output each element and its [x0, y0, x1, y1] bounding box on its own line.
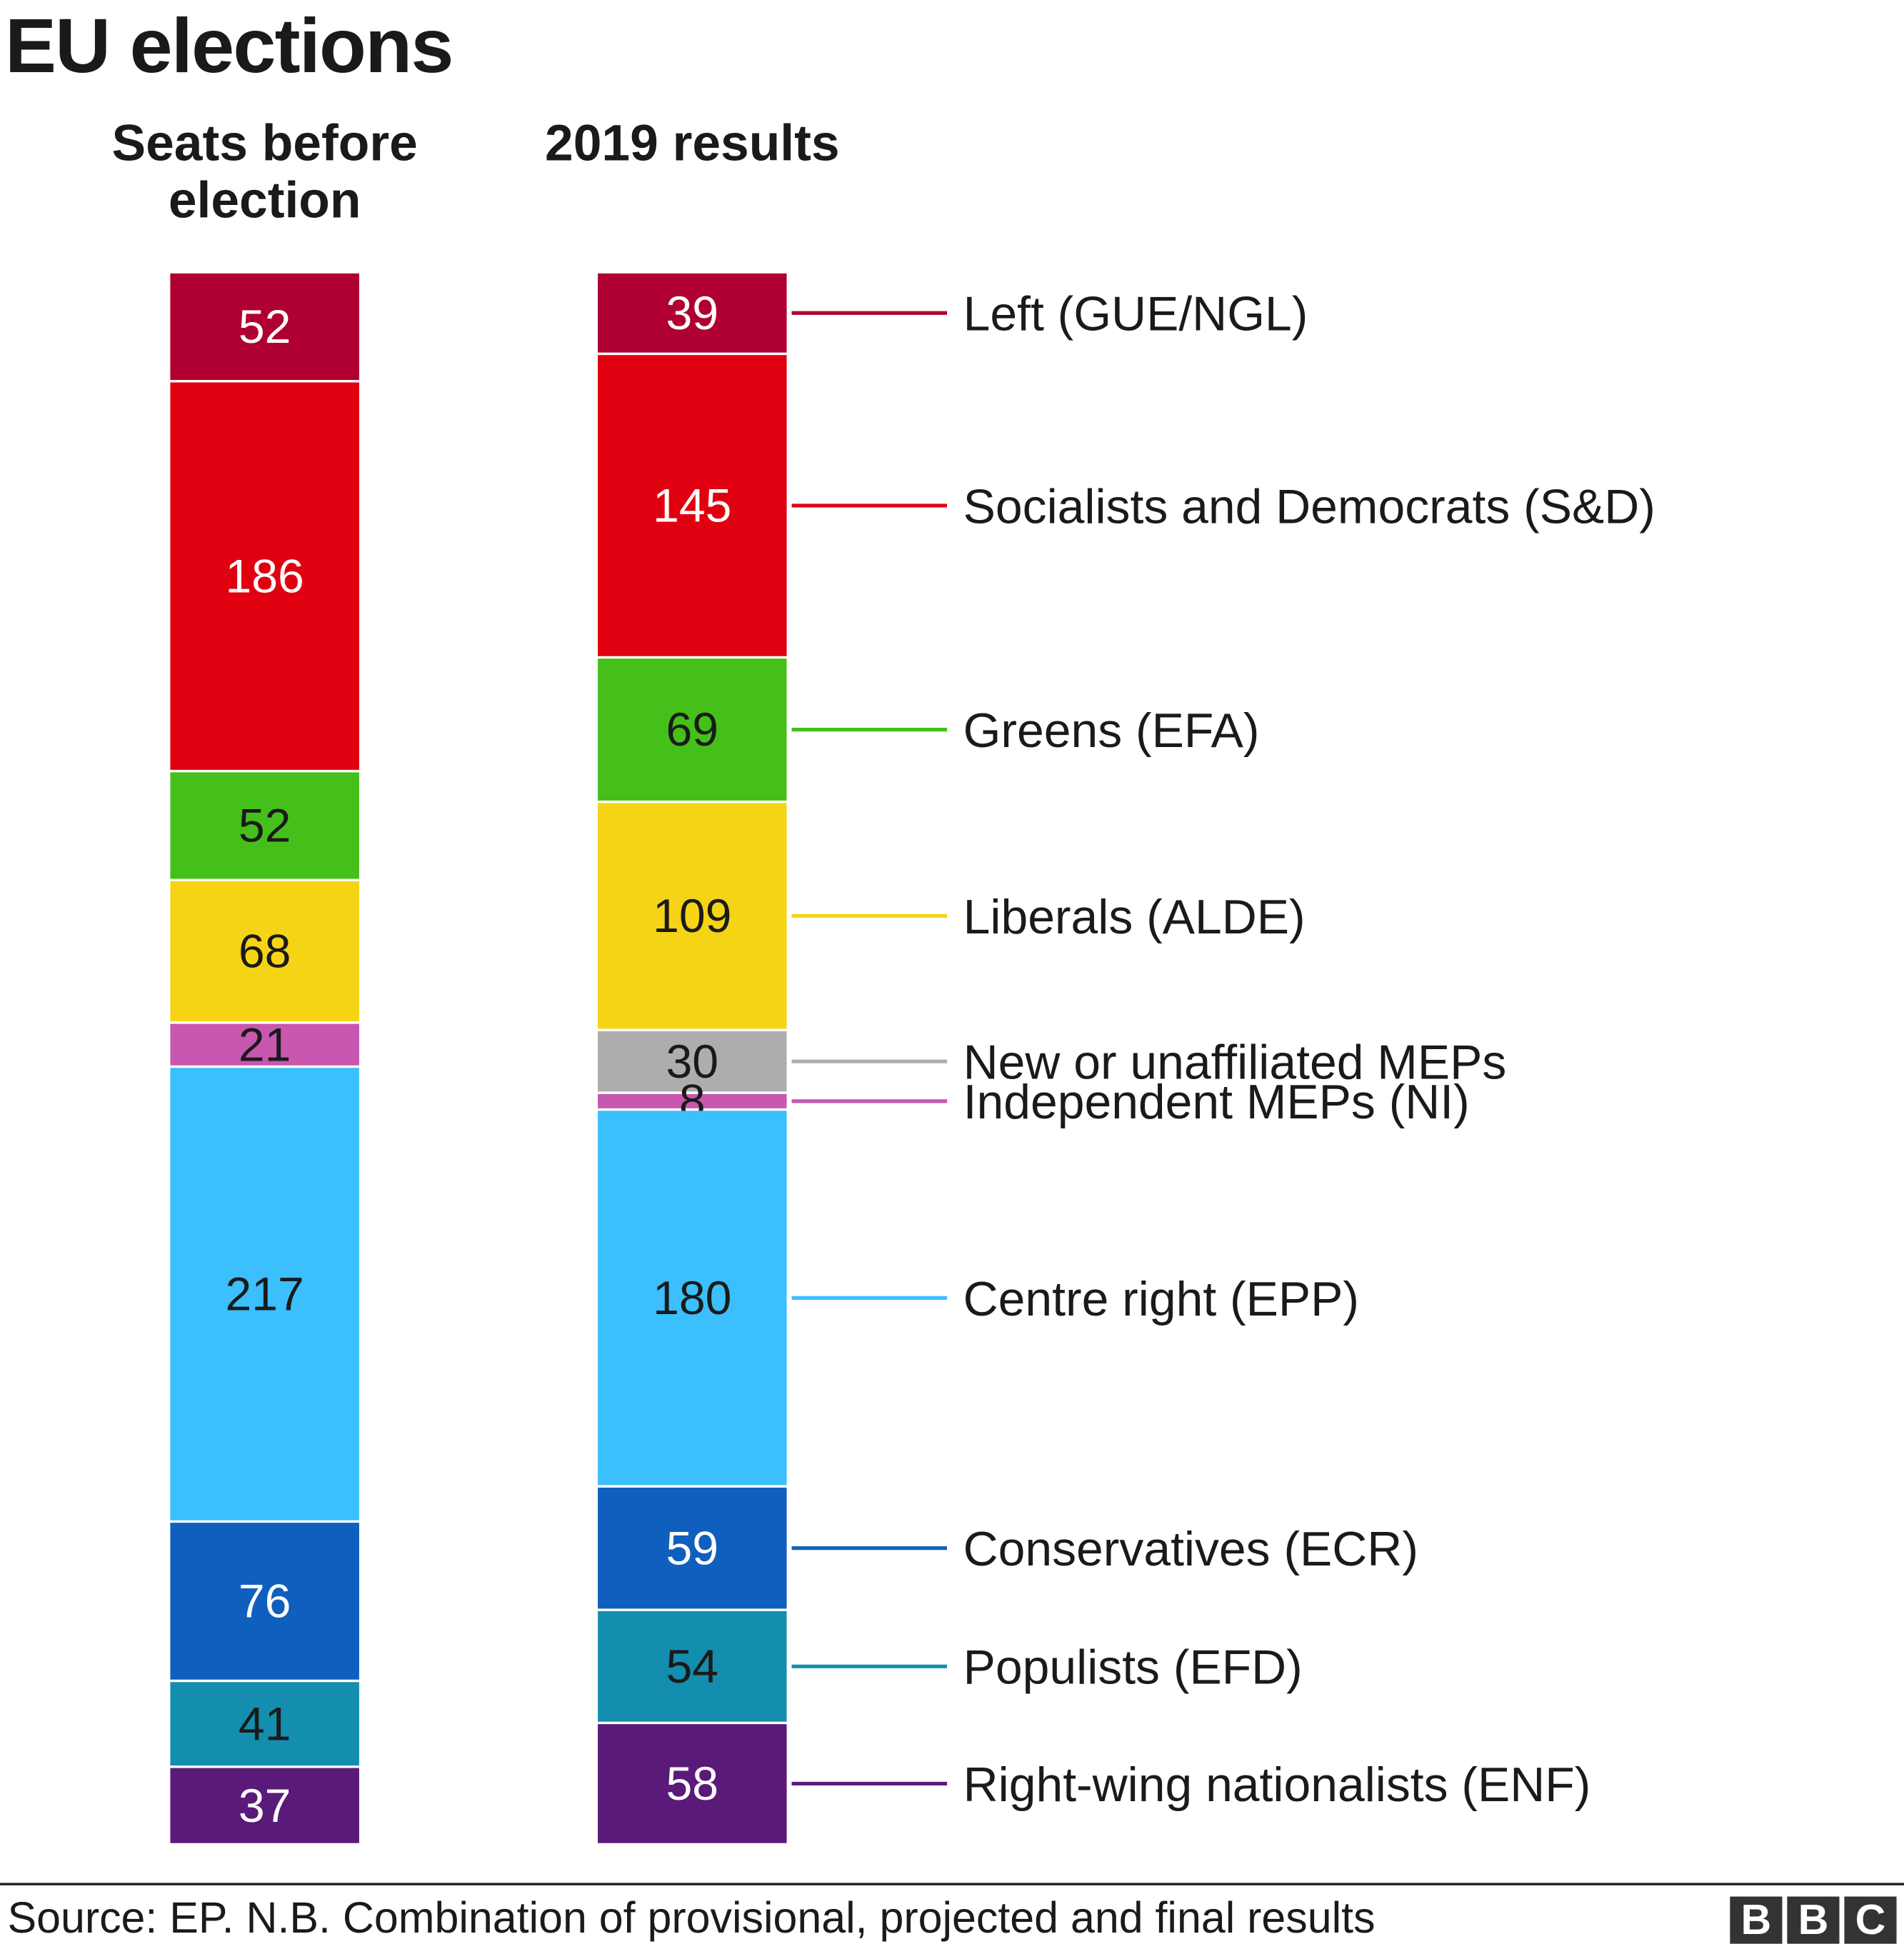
bar-segment — [598, 1724, 787, 1843]
bar-segment — [170, 881, 359, 1022]
bar-segment — [598, 1111, 787, 1485]
bar-segment — [170, 1768, 359, 1843]
legend-label: Liberals (ALDE) — [963, 891, 1306, 944]
bar-segment — [598, 1487, 787, 1609]
bar-segment — [170, 382, 359, 770]
value-label: 180 — [653, 1272, 731, 1325]
column-header-2019: 2019 results — [545, 114, 840, 172]
bar-segment — [170, 1023, 359, 1066]
value-label: 21 — [239, 1018, 291, 1071]
column-header-before: Seats before election — [111, 114, 418, 229]
legend-label: Conservatives (ECR) — [963, 1523, 1418, 1576]
value-label: 58 — [666, 1758, 719, 1810]
bar-segment — [170, 772, 359, 879]
value-label: 30 — [666, 1036, 719, 1088]
source-note: Source: EP. N.B. Combination of provisio… — [7, 1894, 1376, 1943]
bar-segment — [170, 273, 359, 380]
value-label: 52 — [239, 800, 291, 853]
legend-label: Populists (EFD) — [963, 1641, 1303, 1695]
legend-label: Centre right (EPP) — [963, 1273, 1359, 1326]
legend-label: Greens (EFA) — [963, 704, 1260, 758]
bar-segment — [598, 1610, 787, 1722]
bar-segment — [170, 1523, 359, 1680]
value-label: 76 — [239, 1575, 291, 1628]
bar-segment — [598, 273, 787, 353]
bar-segment — [598, 1031, 787, 1092]
value-label: 145 — [653, 480, 731, 533]
value-label: 39 — [666, 287, 719, 340]
bar-segment — [598, 803, 787, 1029]
legend-label: Independent MEPs (NI) — [963, 1076, 1470, 1129]
legend-label: Left (GUE/NGL) — [963, 288, 1308, 341]
value-label: 59 — [666, 1522, 719, 1575]
bar-segment — [598, 355, 787, 656]
footer-divider — [0, 1883, 1904, 1885]
value-label: 52 — [239, 301, 291, 354]
bar-segment — [170, 1682, 359, 1766]
legend-label: Socialists and Democrats (S&D) — [963, 480, 1655, 533]
value-label: 186 — [226, 550, 304, 603]
legend-label: New or unaffiliated MEPs — [963, 1036, 1507, 1090]
bar-segment — [598, 1093, 787, 1108]
value-label: 109 — [653, 890, 731, 943]
value-label: 217 — [226, 1268, 304, 1321]
value-label: 41 — [239, 1698, 291, 1750]
bar-segment — [598, 658, 787, 801]
value-label: 68 — [239, 926, 291, 978]
value-label: 69 — [666, 703, 719, 756]
value-label: 37 — [239, 1780, 291, 1833]
legend-label: Right-wing nationalists (ENF) — [963, 1758, 1591, 1812]
value-label: 54 — [666, 1640, 719, 1693]
chart-title: EU elections — [4, 4, 454, 90]
bar-segment — [170, 1068, 359, 1520]
